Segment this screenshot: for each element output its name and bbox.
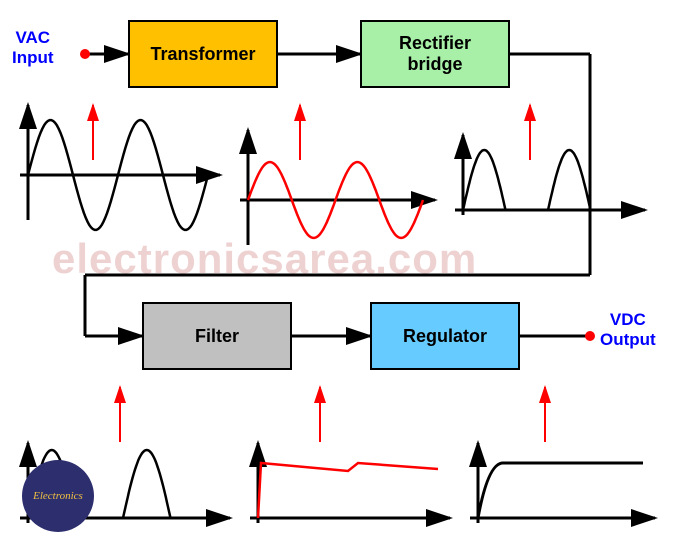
block-rectifier: Rectifier bridge: [360, 20, 510, 88]
block-transformer: Transformer: [128, 20, 278, 88]
watermark-text: electronicsarea.com: [52, 235, 477, 283]
block-filter: Filter: [142, 302, 292, 370]
vdc-output-label: VDC Output: [600, 310, 656, 350]
logo-text: Electronics: [33, 490, 83, 502]
block-transformer-label: Transformer: [150, 44, 255, 65]
block-regulator: Regulator: [370, 302, 520, 370]
block-filter-label: Filter: [195, 326, 239, 347]
vac-input-label: VAC Input: [12, 28, 54, 68]
logo-badge: Electronics: [22, 460, 94, 532]
block-rectifier-label: Rectifier bridge: [399, 33, 471, 75]
block-regulator-label: Regulator: [403, 326, 487, 347]
